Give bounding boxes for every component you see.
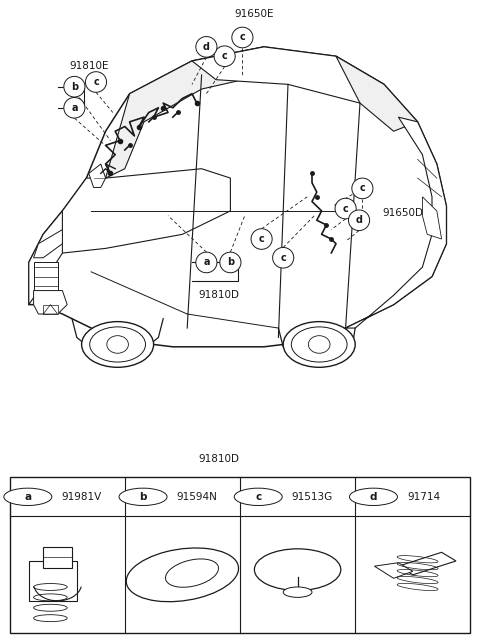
Circle shape: [335, 198, 356, 219]
Text: d: d: [203, 42, 210, 52]
Text: b: b: [227, 257, 234, 268]
Text: d: d: [370, 492, 377, 502]
Circle shape: [64, 76, 85, 97]
Text: c: c: [93, 77, 99, 87]
Circle shape: [251, 229, 272, 249]
Text: 91513G: 91513G: [292, 492, 333, 502]
Text: c: c: [280, 253, 286, 263]
Text: d: d: [356, 215, 362, 225]
Polygon shape: [89, 164, 106, 187]
Ellipse shape: [90, 327, 145, 362]
Circle shape: [220, 252, 241, 273]
Text: 91714: 91714: [407, 492, 440, 502]
Polygon shape: [346, 117, 446, 328]
Polygon shape: [43, 305, 58, 314]
Polygon shape: [422, 197, 442, 239]
Text: 91810D: 91810D: [198, 290, 239, 300]
Text: c: c: [360, 184, 365, 193]
Circle shape: [4, 488, 52, 505]
Text: 91981V: 91981V: [61, 492, 102, 502]
Text: 91810E: 91810E: [69, 61, 108, 71]
Ellipse shape: [254, 549, 341, 591]
Ellipse shape: [283, 322, 355, 367]
Ellipse shape: [309, 336, 330, 353]
Text: a: a: [24, 492, 31, 502]
Ellipse shape: [126, 548, 239, 602]
Circle shape: [349, 488, 397, 505]
Text: c: c: [222, 51, 228, 61]
Text: c: c: [240, 33, 245, 42]
Text: a: a: [71, 103, 78, 113]
Ellipse shape: [82, 322, 154, 367]
Text: 91594N: 91594N: [177, 492, 217, 502]
Text: c: c: [255, 492, 262, 502]
Text: a: a: [203, 257, 210, 268]
Polygon shape: [34, 263, 58, 295]
Polygon shape: [106, 47, 264, 178]
Circle shape: [273, 247, 294, 268]
Text: 91650D: 91650D: [383, 208, 423, 218]
Polygon shape: [192, 47, 384, 103]
Polygon shape: [398, 552, 456, 575]
Text: b: b: [71, 82, 78, 92]
Circle shape: [85, 72, 107, 92]
Polygon shape: [336, 56, 418, 131]
Polygon shape: [29, 47, 446, 347]
Circle shape: [232, 27, 253, 48]
Circle shape: [348, 210, 370, 230]
Text: 91650E: 91650E: [235, 9, 274, 19]
Polygon shape: [34, 291, 67, 314]
Circle shape: [214, 46, 235, 67]
Polygon shape: [29, 211, 62, 305]
Circle shape: [119, 488, 167, 505]
Text: c: c: [343, 204, 348, 214]
Polygon shape: [374, 562, 413, 578]
Polygon shape: [43, 547, 72, 568]
Ellipse shape: [107, 336, 129, 353]
Circle shape: [196, 37, 217, 57]
Polygon shape: [34, 230, 62, 258]
Circle shape: [64, 98, 85, 118]
Circle shape: [196, 252, 217, 273]
Text: c: c: [259, 234, 264, 244]
Polygon shape: [29, 561, 77, 601]
Circle shape: [283, 587, 312, 597]
Circle shape: [234, 488, 282, 505]
Ellipse shape: [166, 559, 218, 587]
Circle shape: [352, 178, 373, 199]
Polygon shape: [43, 169, 230, 253]
Text: b: b: [139, 492, 147, 502]
Ellipse shape: [291, 327, 347, 362]
Text: 91810D: 91810D: [198, 454, 239, 464]
